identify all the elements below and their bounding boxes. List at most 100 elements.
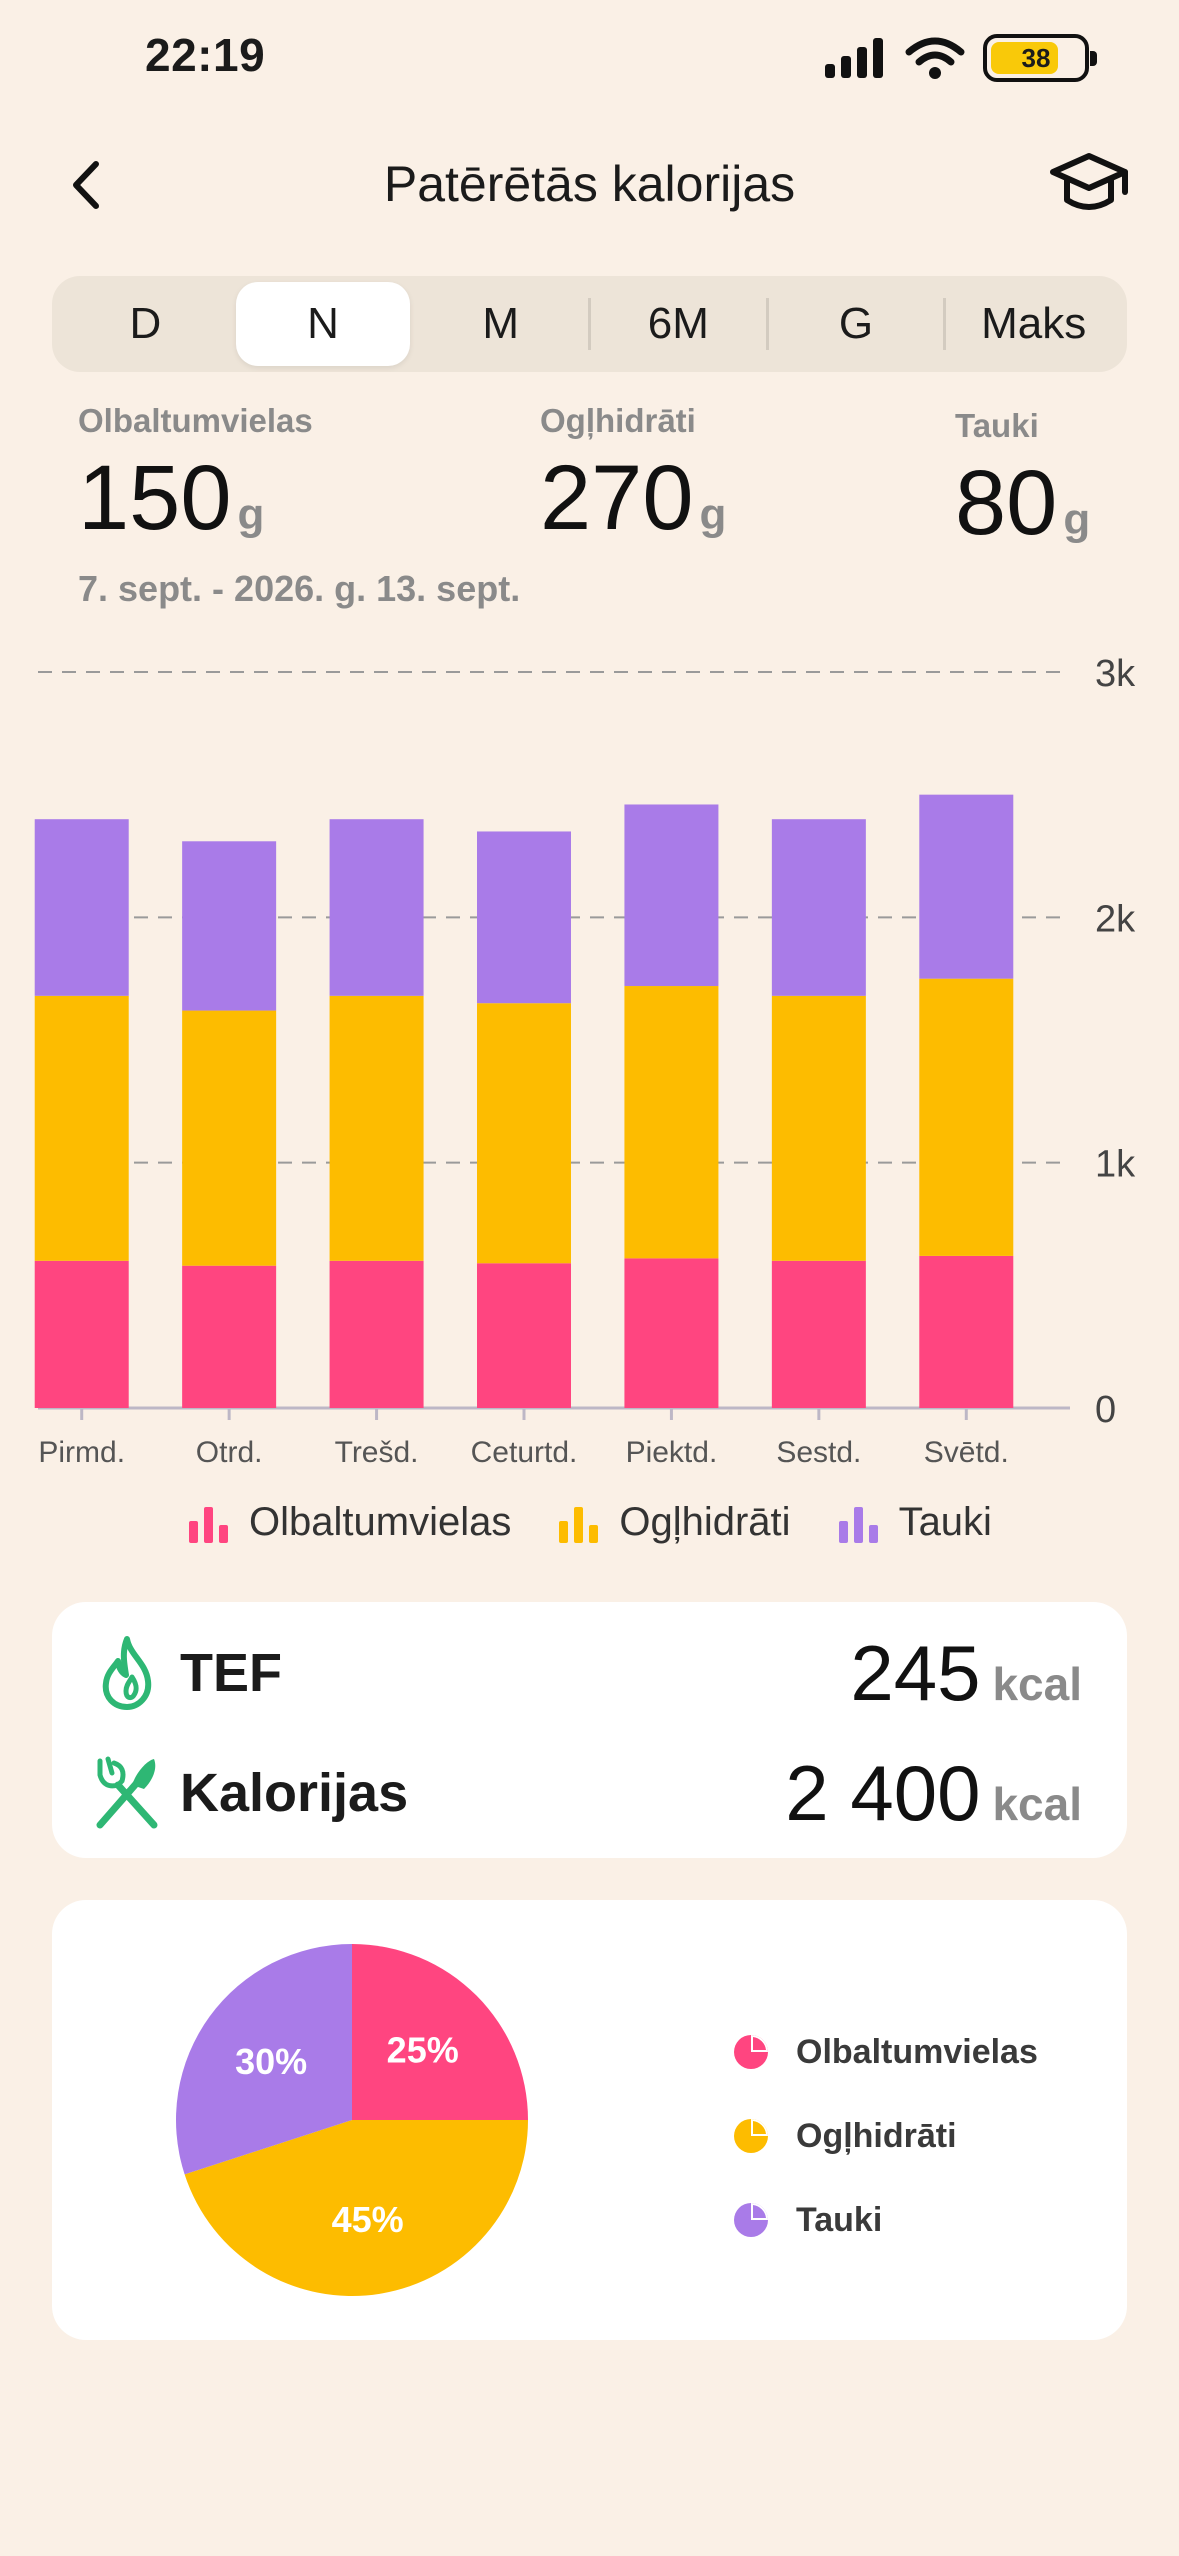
- legend-carbs-label: Ogļhidrāti: [619, 1500, 791, 1544]
- carbs-value: 270: [540, 447, 694, 549]
- fat-label: Tauki: [955, 407, 1039, 444]
- tef-value: 245: [850, 1628, 981, 1717]
- fork-knife-icon: [96, 1756, 158, 1829]
- pie-slice-label: 25%: [387, 2029, 459, 2070]
- tef-row: TEF 245 kcal: [92, 1628, 1082, 1718]
- page-title: Patērētās kalorijas: [383, 156, 796, 212]
- segment-day[interactable]: D: [129, 299, 162, 348]
- signal-icon: [825, 38, 883, 78]
- status-indicators: 38: [825, 34, 1097, 82]
- bar-segment-carbs[interactable]: [624, 986, 719, 1259]
- y-tick-label: 2k: [1095, 898, 1136, 940]
- calories-value: 2 400: [785, 1748, 981, 1837]
- tef-label: TEF: [180, 1643, 282, 1703]
- calories-unit: kcal: [992, 1777, 1082, 1830]
- legend-fat-label: Tauki: [898, 1500, 992, 1544]
- segment-max[interactable]: Maks: [981, 299, 1087, 348]
- y-tick-label: 3k: [1095, 653, 1136, 695]
- bar-segment-fat[interactable]: [329, 819, 424, 996]
- segment-week[interactable]: N: [235, 282, 411, 366]
- bar-segment-protein[interactable]: [182, 1265, 277, 1408]
- pie-legend-carbs: Ogļhidrāti: [732, 2094, 1038, 2178]
- bar-segment-fat[interactable]: [477, 831, 571, 1004]
- segment-6-months[interactable]: 6M: [647, 299, 709, 348]
- summary-protein: Olbaltumvielas 150 g: [78, 402, 313, 544]
- macro-pie-chart: 25% 45% 30%: [175, 1944, 528, 2296]
- legend-carbs: Ogļhidrāti: [557, 1500, 791, 1545]
- x-tick-label: Piektd.: [626, 1436, 718, 1469]
- pie-chart-icon: [734, 2035, 768, 2069]
- status-time: 22:19: [145, 29, 266, 81]
- chevron-left-icon: [73, 161, 99, 209]
- y-tick-label: 1k: [1095, 1144, 1136, 1186]
- pie-legend: Olbaltumvielas Ogļhidrāti Tauki: [732, 2010, 1038, 2262]
- pie-slice-protein[interactable]: [352, 1944, 528, 2120]
- pie-legend-fat-label: Tauki: [796, 2200, 883, 2239]
- calories-label: Kalorijas: [180, 1763, 409, 1823]
- bar-segment-fat[interactable]: [624, 804, 719, 987]
- bar-segment-fat[interactable]: [182, 841, 277, 1011]
- bar-chart-icon: [559, 1506, 599, 1543]
- legend-protein-label: Olbaltumvielas: [249, 1500, 512, 1544]
- bar-segment-protein[interactable]: [329, 1260, 424, 1408]
- fat-value: 80: [955, 452, 1058, 554]
- segment-month[interactable]: M: [482, 299, 519, 348]
- x-tick-label: Ceturtd.: [471, 1436, 578, 1469]
- x-tick-label: Pirmd.: [38, 1436, 125, 1469]
- bar-segment-protein[interactable]: [771, 1260, 866, 1408]
- segment-year[interactable]: G: [838, 299, 874, 348]
- calories-row: Kalorijas 2 400 kcal: [92, 1748, 1082, 1838]
- macro-distribution-card: 25% 45% 30% Olbaltumvielas Ogļhidrāti: [52, 1900, 1127, 2340]
- battery-icon: 38: [983, 34, 1097, 82]
- bar-segment-carbs[interactable]: [182, 1010, 277, 1266]
- bar-segment-carbs[interactable]: [771, 995, 866, 1261]
- summary-carbs: Ogļhidrāti 270 g: [540, 402, 726, 544]
- carbs-unit: g: [699, 490, 727, 539]
- legend-protein: Olbaltumvielas: [187, 1500, 511, 1545]
- y-tick-label: 0: [1095, 1389, 1116, 1431]
- pie-slice-label: 30%: [235, 2041, 307, 2082]
- bar-segment-fat[interactable]: [919, 794, 1014, 979]
- bar-segment-carbs[interactable]: [919, 978, 1014, 1256]
- learn-button[interactable]: [1049, 150, 1129, 220]
- bar-segment-fat[interactable]: [771, 819, 866, 996]
- x-tick-label: Sestd.: [776, 1436, 861, 1469]
- bar-segment-protein[interactable]: [477, 1263, 571, 1408]
- protein-label: Olbaltumvielas: [78, 402, 313, 439]
- bar-segment-carbs[interactable]: [477, 1003, 571, 1264]
- x-tick-label: Svētd.: [924, 1436, 1009, 1469]
- date-range: 7. sept. - 2026. g. 13. sept.: [78, 568, 521, 609]
- pie-legend-protein: Olbaltumvielas: [732, 2010, 1038, 2094]
- bar-chart-icon: [838, 1506, 878, 1543]
- pie-chart-icon: [734, 2119, 768, 2153]
- period-segmented-control: D N M 6M G Maks: [52, 276, 1127, 372]
- protein-value: 150: [78, 447, 232, 549]
- pie-slice-fat[interactable]: [175, 1944, 352, 2175]
- x-tick-label: Otrd.: [196, 1436, 263, 1469]
- chart-legend: Olbaltumvielas Ogļhidrāti Tauki: [0, 1500, 1179, 1545]
- battery-level: 38: [1021, 42, 1051, 73]
- bar-segment-protein[interactable]: [34, 1260, 129, 1408]
- energy-card: TEF 245 kcal Kalorijas 2 400 kcal: [52, 1602, 1127, 1858]
- pie-legend-fat: Tauki: [732, 2178, 1038, 2262]
- pie-slice-label: 45%: [332, 2199, 404, 2240]
- bar-segment-protein[interactable]: [624, 1258, 719, 1408]
- bar-segment-carbs[interactable]: [34, 995, 129, 1261]
- summary-fat: Tauki 80 g: [955, 407, 1090, 549]
- pie-legend-carbs-label: Ogļhidrāti: [796, 2116, 957, 2155]
- protein-unit: g: [237, 490, 265, 539]
- bar-segment-fat[interactable]: [34, 819, 129, 996]
- x-tick-label: Trešd.: [335, 1436, 419, 1469]
- legend-fat: Tauki: [837, 1500, 992, 1545]
- flame-icon: [102, 1636, 152, 1710]
- fat-unit: g: [1063, 495, 1091, 544]
- bar-segment-carbs[interactable]: [329, 995, 424, 1261]
- graduation-cap-icon: [1050, 153, 1128, 210]
- macro-bar-chart: 0 1k 2k 3k Pirmd. Otrd. Trešd. Ceturtd. Piektd. S…: [34, 653, 1136, 1469]
- bar-segment-protein[interactable]: [919, 1255, 1014, 1408]
- wifi-icon: [905, 37, 965, 79]
- pie-slice-carbs[interactable]: [184, 2120, 528, 2296]
- back-button[interactable]: [60, 155, 110, 215]
- tef-unit: kcal: [992, 1657, 1082, 1710]
- carbs-label: Ogļhidrāti: [540, 402, 696, 439]
